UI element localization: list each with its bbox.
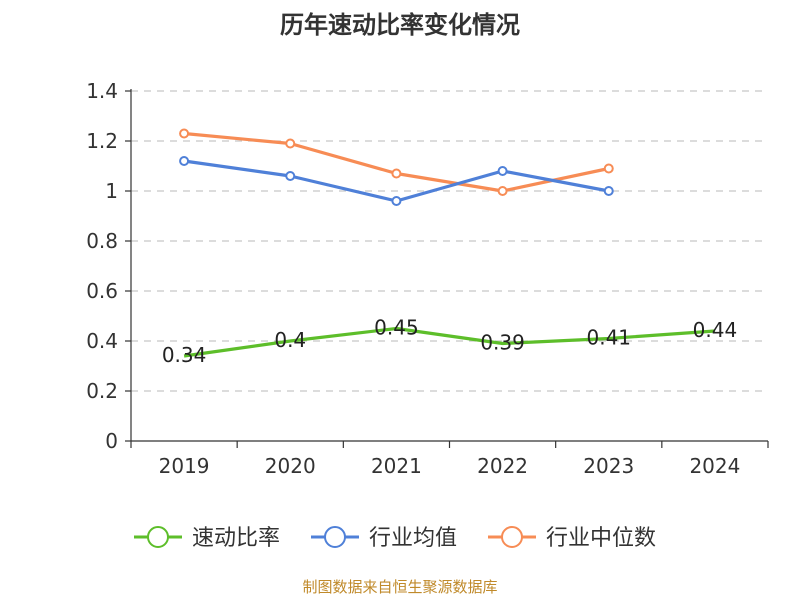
legend-label: 行业中位数 bbox=[546, 526, 656, 551]
data-label: 0.41 bbox=[586, 326, 631, 350]
y-tick-label: 0.6 bbox=[86, 279, 118, 303]
data-point bbox=[391, 196, 402, 206]
chart-title: 历年速动比率变化情况 bbox=[280, 11, 520, 39]
legend-label: 速动比率 bbox=[192, 526, 280, 551]
data-point bbox=[603, 163, 614, 174]
x-tick-label: 2020 bbox=[265, 454, 316, 478]
x-tick-label: 2024 bbox=[689, 454, 740, 478]
data-point bbox=[497, 166, 508, 176]
data-point bbox=[603, 186, 614, 196]
data-point bbox=[285, 171, 296, 181]
data-labels: 0.34 0.4 0.45 0.39 0.41 0.44 bbox=[162, 316, 737, 368]
data-point bbox=[179, 128, 190, 139]
data-point bbox=[179, 156, 190, 166]
data-label: 0.34 bbox=[162, 343, 207, 367]
data-label: 0.4 bbox=[274, 328, 306, 352]
series-line-0 bbox=[183, 326, 716, 358]
series-line-2 bbox=[183, 131, 610, 193]
x-tick-label: 2021 bbox=[371, 454, 422, 478]
x-tick-label: 2023 bbox=[583, 454, 634, 478]
legend-marker bbox=[501, 526, 523, 548]
x-tick-label: 2022 bbox=[477, 454, 528, 478]
source-note: 制图数据来自恒生聚源数据库 bbox=[302, 578, 497, 596]
data-point bbox=[391, 168, 402, 179]
legend-marker bbox=[324, 526, 346, 548]
y-tick-label: 1.4 bbox=[86, 79, 118, 103]
series-group bbox=[179, 128, 716, 358]
data-label: 0.39 bbox=[480, 331, 525, 355]
y-tick-label: 1 bbox=[105, 179, 118, 203]
y-tick-label: 0.2 bbox=[86, 379, 118, 403]
legend: 速动比率 行业均值 行业中位数 bbox=[134, 526, 656, 551]
data-point bbox=[285, 138, 296, 149]
y-tick-label: 1.2 bbox=[86, 129, 118, 153]
legend-label: 行业均值 bbox=[369, 526, 457, 551]
x-tick-label: 2019 bbox=[159, 454, 210, 478]
legend-marker bbox=[147, 526, 169, 548]
grid-lines bbox=[131, 90, 768, 392]
y-tick-label: 0.8 bbox=[86, 229, 118, 253]
data-label: 0.45 bbox=[374, 316, 419, 340]
axes: 0 0.2 0.4 0.6 0.8 1 1.2 1.4 2019 2020 2021 2022 2023… bbox=[86, 79, 769, 478]
y-tick-label: 0 bbox=[105, 429, 118, 453]
data-point bbox=[497, 186, 508, 196]
y-tick-label: 0.4 bbox=[86, 329, 118, 353]
data-label: 0.44 bbox=[693, 318, 738, 342]
